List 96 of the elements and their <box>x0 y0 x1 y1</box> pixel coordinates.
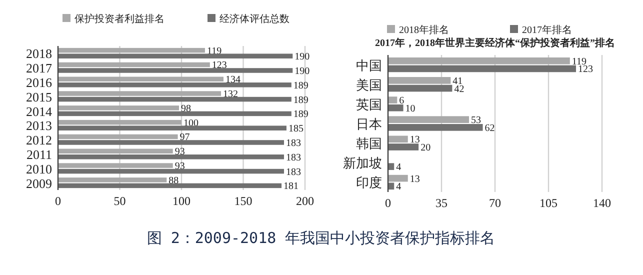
bar <box>388 77 451 84</box>
bar <box>388 65 576 72</box>
y-tick-label: 2018 <box>26 46 52 62</box>
data-label: 134 <box>225 74 240 86</box>
data-label: 88 <box>168 175 179 186</box>
y-tick-label: 英国 <box>356 96 382 112</box>
x-tick-label: 70 <box>489 196 501 210</box>
bar <box>58 62 210 68</box>
data-label: 185 <box>288 124 304 135</box>
bar <box>58 91 222 96</box>
legend-label: 保护投资者利益排名 <box>74 13 164 25</box>
legend-label: 2018年排名 <box>399 24 449 36</box>
x-tick-label: 150 <box>234 194 252 208</box>
data-label: 181 <box>284 181 299 192</box>
x-tick-label: 140 <box>593 196 611 210</box>
chart-title: 2017年，2018年世界主要经济体“保护投资者利益”排名 <box>375 37 615 49</box>
y-tick-label: 2013 <box>26 118 52 134</box>
data-label: 190 <box>294 66 310 77</box>
data-label: 183 <box>286 138 302 149</box>
y-tick-label: 日本 <box>356 116 382 132</box>
bar <box>388 96 398 104</box>
bar <box>58 76 224 82</box>
data-label: 98 <box>181 103 192 114</box>
x-tick-label: 35 <box>436 196 448 210</box>
y-tick-label: 2016 <box>26 75 52 90</box>
bar <box>388 174 408 182</box>
data-label: 97 <box>180 132 190 144</box>
y-tick-label: 2017 <box>26 60 52 76</box>
bar <box>388 163 394 170</box>
data-label: 189 <box>293 80 308 92</box>
data-label: 10 <box>405 103 416 114</box>
x-tick-label: 0 <box>385 196 391 210</box>
y-tick-label: 2014 <box>26 104 52 119</box>
bar <box>58 154 284 160</box>
data-label: 13 <box>410 174 420 185</box>
data-label: 4 <box>396 182 402 193</box>
bar <box>58 163 173 168</box>
bar <box>58 178 167 182</box>
bar <box>58 111 292 116</box>
y-tick-label: 美国 <box>356 77 382 92</box>
x-tick-label: 50 <box>114 194 126 208</box>
data-label: 189 <box>293 109 308 120</box>
y-tick-label: 2011 <box>26 147 52 162</box>
caption: 图 2：2009-2018 年我国中小投资者保护指标排名 <box>146 229 496 247</box>
bar <box>58 183 282 188</box>
y-tick-label: 2012 <box>26 132 52 148</box>
legend-label: 2017年排名 <box>522 24 572 36</box>
bar <box>388 57 570 64</box>
bar <box>388 84 452 92</box>
data-label: 62 <box>484 122 495 134</box>
legend-label: 经济体评估总数 <box>220 13 290 25</box>
data-label: 53 <box>471 115 482 126</box>
data-label: 189 <box>293 94 308 106</box>
data-label: 4 <box>396 162 402 174</box>
y-tick-label: 2009 <box>26 176 52 191</box>
data-label: 183 <box>286 166 302 178</box>
x-tick-label: 100 <box>172 194 190 208</box>
data-label: 123 <box>212 60 227 72</box>
bar <box>388 104 404 112</box>
bar <box>58 134 178 140</box>
bar <box>388 116 470 123</box>
x-tick-label: 200 <box>296 194 314 208</box>
data-label: 119 <box>206 46 222 57</box>
y-tick-label: 2010 <box>26 161 52 176</box>
y-tick-label: 中国 <box>356 58 382 73</box>
bar <box>58 140 284 145</box>
data-label: 93 <box>174 161 185 172</box>
bar <box>58 106 180 110</box>
bar <box>58 168 284 174</box>
y-tick-label: 印度 <box>356 175 382 190</box>
bar <box>58 148 173 154</box>
x-tick-label: 0 <box>55 194 61 208</box>
x-tick-label: 105 <box>540 196 558 210</box>
y-tick-label: 2015 <box>26 89 52 104</box>
data-label: 123 <box>578 64 594 76</box>
bar <box>58 82 292 88</box>
data-label: 183 <box>286 152 302 164</box>
bar <box>58 120 182 125</box>
bar <box>388 124 483 131</box>
data-label: 6 <box>399 96 404 107</box>
data-label: 93 <box>174 146 185 158</box>
bar <box>58 96 292 102</box>
data-label: 132 <box>223 89 238 100</box>
bar <box>388 144 419 150</box>
bar <box>58 68 293 73</box>
data-label: 100 <box>184 118 198 129</box>
data-label: 20 <box>420 142 431 154</box>
bar <box>58 48 205 53</box>
y-tick-label: 新加坡 <box>343 156 382 171</box>
data-label: 190 <box>294 52 310 63</box>
bar <box>58 54 293 58</box>
y-tick-label: 韩国 <box>356 136 382 152</box>
data-label: 13 <box>410 134 420 146</box>
bar <box>58 126 286 130</box>
bar <box>388 136 408 143</box>
bar <box>388 182 394 190</box>
